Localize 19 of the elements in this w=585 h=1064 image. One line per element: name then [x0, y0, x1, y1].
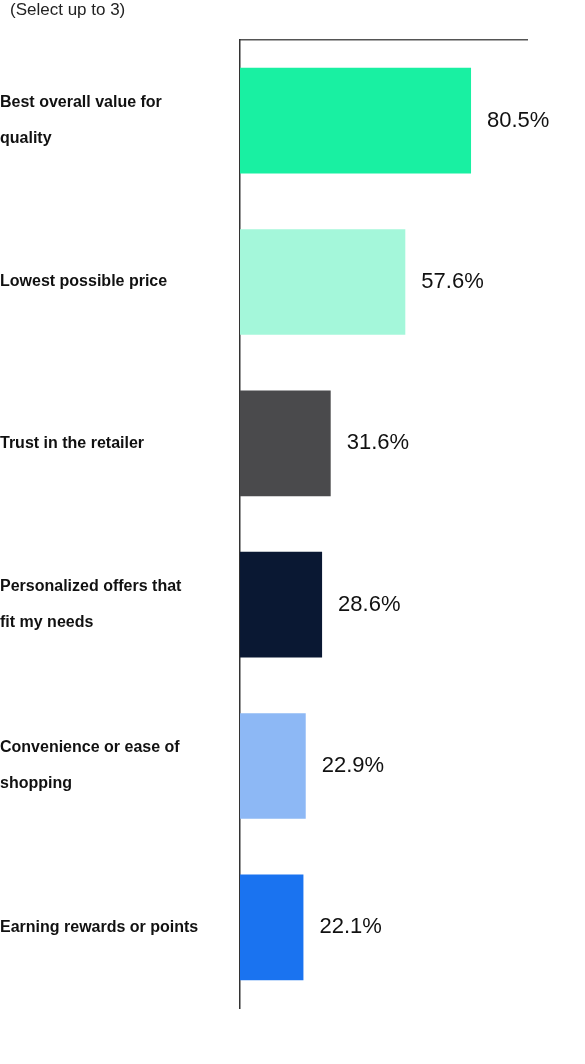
y-tick-label: Convenience or ease of shopping — [0, 738, 181, 792]
data-label: 80.5% — [487, 106, 550, 132]
bar — [240, 67, 472, 174]
data-label: 22.1% — [319, 913, 382, 939]
y-tick-label: Personalized offers that fit my needs — [0, 577, 183, 631]
y-tick-label: Lowest possible price — [0, 272, 168, 290]
text: (Select up to 3) — [10, 0, 126, 20]
data-label: 22.9% — [321, 752, 385, 778]
bar — [240, 229, 406, 335]
y-tick-label: Best overall value for quality — [0, 93, 162, 147]
y-tick-label: Earning rewards or points — [0, 917, 199, 935]
bar — [240, 551, 323, 658]
bar — [240, 390, 331, 497]
data-label: 31.6% — [346, 429, 410, 455]
bar — [240, 713, 306, 819]
data-label: 57.6% — [421, 268, 484, 294]
data-label: 28.6% — [338, 590, 401, 616]
bar — [240, 874, 304, 981]
y-tick-label: Trust in the retailer — [0, 433, 145, 451]
